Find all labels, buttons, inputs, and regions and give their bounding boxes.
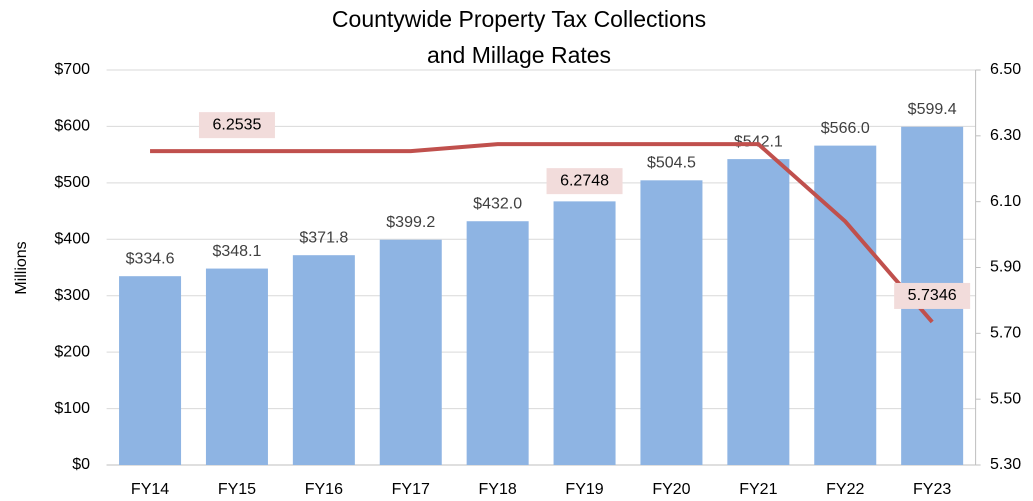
chart-title: and Millage Rates bbox=[427, 42, 611, 68]
data-label: $371.8 bbox=[299, 229, 348, 246]
y2-tick-label: 5.70 bbox=[990, 325, 1021, 342]
bar bbox=[727, 159, 790, 465]
y2-tick-label: 6.30 bbox=[990, 127, 1021, 144]
y2-tick-label: 5.30 bbox=[990, 456, 1021, 473]
x-tick-label: FY20 bbox=[652, 481, 690, 498]
y2-tick-label: 5.50 bbox=[990, 390, 1021, 407]
x-tick-label: FY17 bbox=[392, 481, 430, 498]
y-tick-label: $300 bbox=[54, 287, 90, 304]
x-tick-label: FY16 bbox=[305, 481, 343, 498]
y-tick-label: $0 bbox=[72, 456, 90, 473]
data-label: $504.5 bbox=[647, 155, 696, 172]
y-tick-label: $400 bbox=[54, 231, 90, 248]
data-label: $542.1 bbox=[734, 133, 783, 150]
data-label: $334.6 bbox=[126, 250, 175, 267]
y-axis-label: Millions bbox=[13, 241, 30, 294]
y-tick-label: $500 bbox=[54, 174, 90, 191]
bar bbox=[466, 221, 529, 465]
bar bbox=[292, 255, 355, 465]
bar bbox=[814, 145, 877, 465]
bar bbox=[205, 268, 268, 465]
x-tick-label: FY14 bbox=[131, 481, 169, 498]
bar bbox=[553, 201, 616, 465]
x-tick-label: FY22 bbox=[826, 481, 864, 498]
data-label: $348.1 bbox=[212, 243, 261, 260]
bar bbox=[379, 239, 442, 465]
y2-tick-label: 6.50 bbox=[990, 61, 1021, 78]
y2-tick-label: 5.90 bbox=[990, 259, 1021, 276]
data-label: $599.4 bbox=[908, 101, 957, 118]
y-tick-label: $200 bbox=[54, 343, 90, 360]
x-tick-label: FY18 bbox=[479, 481, 517, 498]
bar bbox=[640, 180, 703, 465]
data-label-box bbox=[894, 282, 971, 309]
y-tick-label: $100 bbox=[54, 400, 90, 417]
chart-title: Countywide Property Tax Collections bbox=[332, 6, 706, 32]
line bbox=[150, 142, 934, 324]
data-label: 5.7346 bbox=[908, 287, 957, 304]
x-tick-label: FY21 bbox=[739, 481, 777, 498]
x-tick-label: FY15 bbox=[218, 481, 256, 498]
data-label: 6.2535 bbox=[212, 116, 261, 133]
data-label: $399.2 bbox=[386, 214, 435, 231]
y-tick-label: $700 bbox=[54, 61, 90, 78]
x-tick-label: FY23 bbox=[913, 481, 951, 498]
data-label-box bbox=[198, 112, 275, 139]
data-label: 6.2748 bbox=[560, 172, 609, 189]
y2-tick-label: 6.10 bbox=[990, 193, 1021, 210]
bar bbox=[119, 276, 182, 465]
data-label-box bbox=[546, 168, 623, 195]
x-tick-label: FY19 bbox=[565, 481, 603, 498]
data-label: $432.0 bbox=[473, 195, 522, 212]
y-tick-label: $600 bbox=[54, 118, 90, 135]
data-label: $566.0 bbox=[821, 120, 870, 137]
